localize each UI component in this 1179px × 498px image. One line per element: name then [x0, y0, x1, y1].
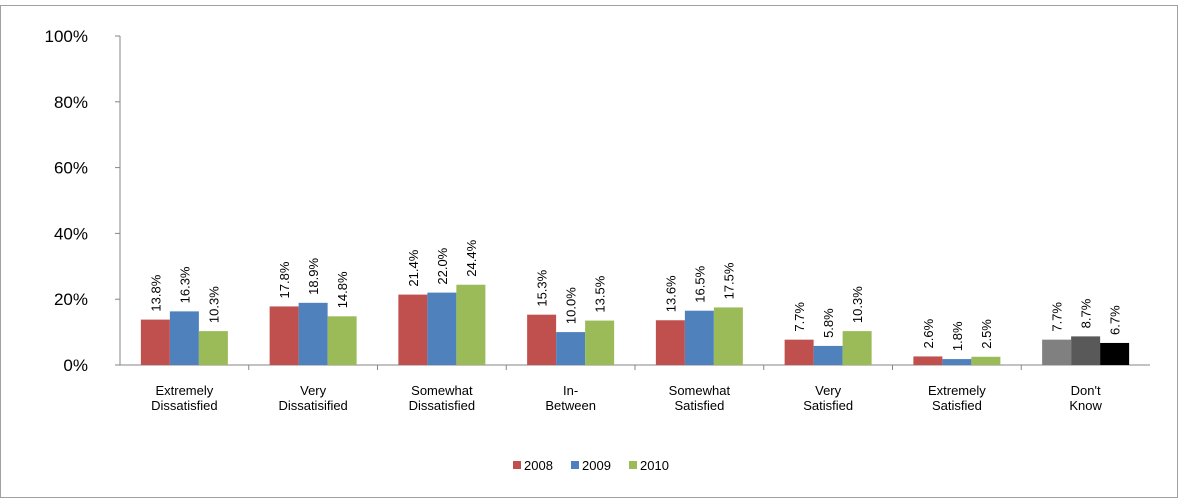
bar — [1071, 336, 1101, 365]
data-label: 15.3% — [535, 269, 550, 306]
data-label: 2.5% — [979, 319, 994, 349]
data-label: 6.7% — [1108, 305, 1123, 335]
x-tick-label: Somewhat Dissatisfied — [409, 383, 475, 413]
bar — [784, 339, 814, 365]
x-tick-label: In-Between — [545, 383, 596, 413]
bar — [327, 316, 357, 365]
data-label: 14.8% — [335, 271, 350, 308]
bar — [298, 302, 328, 365]
bar — [427, 292, 457, 365]
bar — [456, 284, 486, 365]
data-label: 13.6% — [663, 275, 678, 312]
data-label: 7.7% — [792, 302, 807, 332]
bar — [198, 331, 228, 365]
bar — [585, 320, 615, 365]
data-label: 22.0% — [435, 247, 450, 284]
legend-swatch — [571, 461, 579, 469]
legend-swatch — [513, 461, 521, 469]
bar — [813, 345, 843, 365]
y-tick-label: 20% — [54, 290, 88, 309]
bar — [140, 319, 170, 365]
x-tick-label: Somewhat Satisfied — [669, 383, 731, 413]
data-label: 8.7% — [1079, 298, 1094, 328]
legend-label: 2010 — [640, 458, 669, 473]
data-label: 17.8% — [277, 261, 292, 298]
bar — [971, 356, 1001, 365]
x-tick-label: Extremely Satisfied — [928, 383, 986, 413]
legend-swatch — [629, 461, 637, 469]
x-tick-label: Very Satisfied — [803, 383, 853, 413]
data-label: 13.8% — [148, 274, 163, 311]
data-label: 21.4% — [406, 249, 421, 286]
data-label: 17.5% — [721, 262, 736, 299]
bar — [527, 314, 557, 365]
y-tick-label: 40% — [54, 224, 88, 243]
bar — [684, 310, 714, 365]
bar — [398, 294, 428, 365]
legend-label: 2009 — [582, 458, 611, 473]
legend-label: 2008 — [524, 458, 553, 473]
data-label: 10.3% — [206, 286, 221, 323]
bar — [913, 356, 943, 365]
bar — [556, 332, 586, 365]
bar — [655, 320, 685, 365]
bar — [1042, 339, 1072, 365]
bar — [713, 307, 743, 365]
bar — [1100, 342, 1130, 365]
bar — [842, 331, 872, 365]
data-label: 24.4% — [464, 239, 479, 276]
data-label: 10.0% — [564, 287, 579, 324]
data-label: 16.5% — [692, 265, 707, 302]
x-tick-label: Don't Know — [1069, 383, 1102, 413]
y-tick-label: 80% — [54, 93, 88, 112]
data-label: 5.8% — [821, 308, 836, 338]
x-tick-label: Extremely Dissatisfied — [151, 383, 217, 413]
x-tick-label: Very Dissatisified — [278, 383, 347, 413]
data-label: 1.8% — [950, 321, 965, 351]
data-label: 7.7% — [1050, 302, 1065, 332]
bar — [269, 306, 299, 365]
y-tick-label: 60% — [54, 159, 88, 178]
y-tick-label: 100% — [45, 27, 88, 46]
data-label: 16.3% — [177, 266, 192, 303]
data-label: 2.6% — [921, 318, 936, 348]
data-label: 13.5% — [593, 275, 608, 312]
y-tick-label: 0% — [63, 356, 88, 375]
data-label: 18.9% — [306, 258, 321, 295]
bar — [169, 311, 199, 365]
chart-frame — [0, 5, 1178, 498]
data-label: 10.3% — [850, 286, 865, 323]
bar — [942, 359, 972, 365]
